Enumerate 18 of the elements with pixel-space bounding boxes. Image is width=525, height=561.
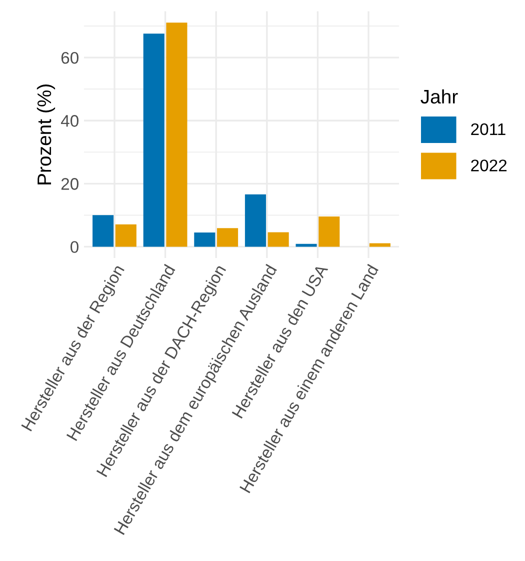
y-tick-label: 20 [61,178,78,190]
bar [143,34,164,247]
legend-title: Jahr [420,89,458,104]
y-tick-label: 60 [61,52,78,64]
bar [369,243,390,247]
legend-label: 2011 [471,123,506,136]
bar [115,224,136,247]
bar [217,228,238,247]
y-tick-label: 0 [70,241,78,253]
bar [166,22,188,247]
bar [92,215,114,247]
legend-label: 2022 [471,160,507,172]
bar [268,232,289,247]
bar [318,216,340,247]
y-tick-label: 40 [60,115,78,127]
bar [244,194,266,247]
bar [194,232,216,247]
y-axis-title: Prozent (%) [36,84,56,184]
